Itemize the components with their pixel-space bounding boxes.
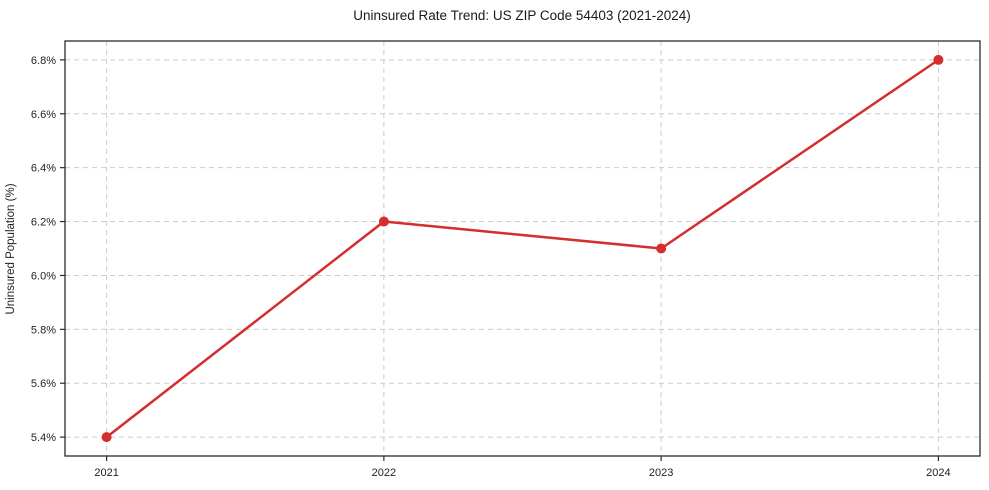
y-tick-label: 6.4% — [31, 163, 56, 175]
plot-area-border — [64, 40, 981, 457]
data-point — [101, 432, 112, 443]
y-tick-label: 5.6% — [31, 378, 56, 390]
x-tick-label: 2024 — [926, 467, 950, 479]
trend-line — [105, 58, 940, 439]
data-point — [378, 216, 389, 227]
chart-title: Uninsured Rate Trend: US ZIP Code 54403 … — [353, 8, 690, 23]
y-axis-label: Uninsured Population (%) — [5, 183, 17, 314]
data-point — [656, 243, 667, 254]
y-tick-label: 5.8% — [31, 324, 56, 336]
x-tick-label: 2021 — [94, 467, 118, 479]
trend-line-series — [101, 54, 944, 443]
y-tick-label: 6.0% — [31, 270, 56, 282]
gridlines — [65, 41, 980, 456]
x-tick-label: 2022 — [372, 467, 396, 479]
y-tick-label: 6.6% — [31, 109, 56, 121]
y-tick-label: 6.8% — [31, 55, 56, 67]
tick-labels: 5.4% 5.6% 5.8% 6.0% 6.2% 6.4% 6.6% 6.8% 2021 2022… — [31, 55, 951, 479]
y-tick-label: 6.2% — [31, 217, 56, 229]
plot-area — [64, 40, 981, 457]
x-tick-label: 2023 — [649, 467, 673, 479]
data-point — [933, 54, 944, 65]
tick-marks — [60, 59, 940, 461]
y-tick-label: 5.4% — [31, 432, 56, 444]
